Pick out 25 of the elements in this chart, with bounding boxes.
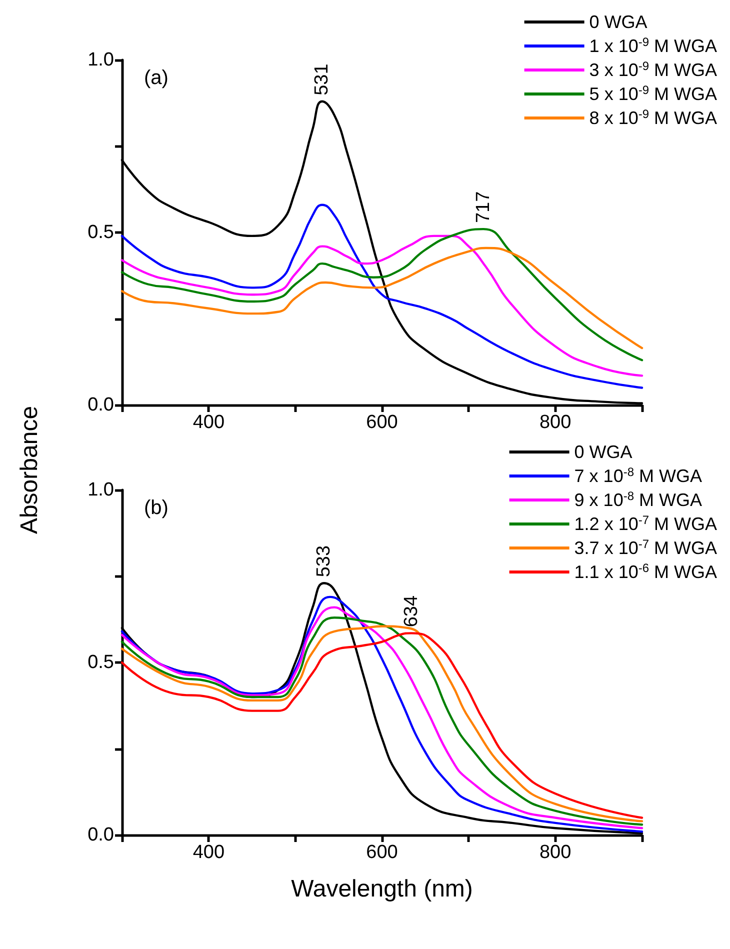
x-tick-label: 600	[366, 412, 398, 433]
x-tick-label: 400	[192, 412, 225, 433]
annotation: 533	[313, 545, 334, 578]
y-tick-label: 0.0	[88, 824, 114, 846]
x-tick-label: 600	[366, 842, 398, 863]
line-series	[120, 228, 644, 362]
y-tick-label: 0.0	[88, 394, 114, 416]
legend-label: 0 WGA	[589, 12, 648, 32]
line-series	[120, 246, 644, 350]
y-axis-title: Absorbance	[16, 406, 44, 534]
x-tick-label: 400	[192, 842, 225, 863]
x-tick-label: 800	[539, 412, 572, 433]
annotation: 717	[472, 191, 494, 224]
x-axis-title: Wavelength (nm)	[291, 876, 473, 902]
y-tick-label: 1.0	[88, 50, 114, 70]
annotation: 531	[312, 64, 333, 96]
y-tick-label: 0.5	[88, 652, 114, 673]
y-tick-label: 1.0	[88, 480, 114, 500]
legend-label: 0 WGA	[574, 442, 632, 462]
annotation: 634	[400, 595, 422, 628]
annotation: (b)	[144, 497, 168, 519]
line-series	[120, 234, 644, 377]
x-tick-label: 800	[539, 842, 572, 863]
y-tick-label: 0.5	[88, 222, 114, 243]
annotation: (a)	[144, 67, 168, 89]
